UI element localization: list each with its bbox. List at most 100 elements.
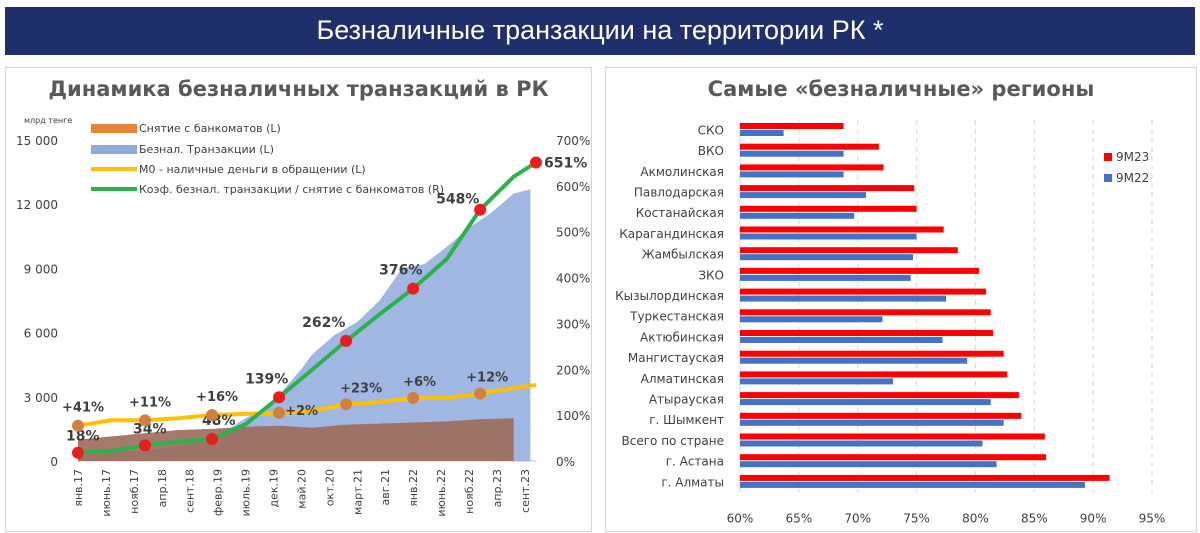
ratio-annotation-label: 376%: [379, 263, 422, 279]
x-tick-label: дек.19: [267, 469, 280, 508]
right-chart-panel: Самые «безналичные» регионы 60% 65% 70% 75%…: [605, 67, 1197, 532]
m0-marker: [72, 419, 84, 432]
x-tick-label: сент.18: [184, 469, 197, 513]
page-title: Безналичные транзакции на территории РК …: [316, 15, 884, 45]
ratio-marker: [206, 432, 219, 445]
category-label: г. Астана: [666, 455, 724, 469]
category-label: Актюбинская: [640, 330, 724, 344]
category-label: Алматинская: [641, 372, 724, 386]
bar-9m23: [740, 433, 1045, 440]
legend-label-9m22: 9М22: [1116, 171, 1149, 185]
x-tick-label: 80%: [962, 512, 989, 526]
x-tick-label: 90%: [1080, 512, 1107, 526]
category-label: Кызылординская: [615, 289, 724, 303]
bar-9m23: [740, 309, 991, 316]
category-label: Костанайская: [636, 206, 724, 220]
y2-tick-label: 700%: [556, 134, 590, 148]
category-label: СКО: [698, 123, 724, 137]
bar-9m23: [740, 143, 879, 150]
header-banner: Безналичные транзакции на территории РК …: [5, 7, 1195, 55]
category-label: ЗКО: [698, 268, 724, 282]
y-tick-label: 6 000: [24, 327, 58, 341]
y-tick-label: 9 000: [24, 262, 58, 276]
category-label: Павлодарская: [634, 185, 724, 199]
legend-label-9m23: 9М23: [1116, 150, 1149, 164]
bar-9m22: [740, 316, 883, 323]
x-tick-label: июнь.22: [435, 469, 448, 517]
ratio-marker: [139, 439, 152, 452]
ratio-marker: [407, 282, 420, 295]
legend-swatch-9m22: [1104, 174, 1112, 182]
x-tick-label: май.20: [295, 469, 308, 509]
ratio-marker: [273, 391, 286, 404]
m0-annotation-label: +41%: [62, 401, 104, 416]
m0-annotation-label: +16%: [196, 390, 238, 405]
legend-swatch: [91, 124, 137, 133]
atm-withdrawals-area: [78, 418, 514, 461]
ratio-annotation-label: 651%: [544, 155, 587, 171]
bar-9m22: [740, 481, 1085, 488]
bar-9m22: [740, 378, 894, 385]
x-tick-label: март.21: [351, 469, 364, 515]
ratio-marker: [530, 156, 542, 169]
ratio-line: [77, 160, 538, 455]
y2-tick-label: 100%: [556, 409, 590, 423]
regions-bar-chart: 60% 65% 70% 75% 80% 85% 90% 95% СКО ВКО Акмолинска…: [615, 120, 1165, 526]
bar-9m23: [740, 392, 1019, 399]
x-tick-label: июль.19: [240, 469, 253, 516]
m0-annotation-label: +6%: [403, 375, 436, 390]
m0-marker: [273, 406, 286, 419]
x-tick-label: нояб.22: [463, 469, 476, 514]
m0-annotation-label: +23%: [340, 381, 382, 396]
ratio-marker: [474, 203, 487, 216]
y-tick-label: 12 000: [16, 198, 58, 212]
y2-tick-label: 300%: [556, 317, 590, 331]
m0-marker: [340, 398, 353, 411]
y2-tick-label: 600%: [556, 180, 590, 194]
bar-9m22: [740, 130, 784, 136]
cashless-transactions-area: [78, 189, 531, 461]
m0-cash-line: [77, 383, 537, 428]
category-label: ВКО: [698, 144, 724, 158]
x-tick-label: 75%: [903, 512, 930, 526]
y-tick-label: 0: [50, 455, 58, 469]
legend-label: М0 - наличные деньги в обращении (L): [139, 163, 366, 176]
bar-9m22: [740, 419, 1004, 426]
category-label: г. Алматы: [661, 475, 724, 489]
x-tick-label: окт.20: [323, 469, 336, 506]
m0-marker: [407, 391, 420, 404]
m0-marker: [139, 414, 152, 427]
category-label: Мангистауская: [628, 351, 724, 365]
left-chart-title: Динамика безналичных транзакций в РК: [48, 77, 549, 101]
bar-9m23: [740, 474, 1110, 481]
ratio-marker: [72, 446, 84, 459]
legend-label: Безнал. Транзакции (L): [139, 143, 274, 156]
y2-tick-label: 400%: [556, 272, 590, 286]
ratio-annotation-label: 262%: [302, 315, 345, 331]
x-tick-label: авг.21: [379, 469, 392, 506]
x-tick-label: июнь.17: [100, 469, 113, 517]
bar-9m22: [740, 192, 866, 199]
bar-9m23: [740, 267, 979, 274]
bar-9m23: [740, 164, 884, 171]
category-label: г. Шымкент: [649, 413, 724, 427]
bar-9m22: [740, 461, 997, 468]
category-label: Акмолинская: [640, 165, 724, 179]
ratio-annotation-label: 34%: [133, 421, 167, 437]
y-axis-unit-label: млрд тенге: [24, 116, 72, 125]
y2-tick-label: 0%: [556, 455, 575, 469]
bar-9m23: [740, 123, 844, 129]
x-tick-label: 70%: [844, 512, 871, 526]
right-chart-title: Самые «безналичные» регионы: [707, 77, 1095, 101]
m0-annotation-label: +11%: [129, 395, 171, 410]
category-label: Всего по стране: [622, 434, 724, 448]
ratio-marker: [340, 334, 353, 347]
x-tick-label: февр.19: [212, 469, 225, 516]
bar-9m23: [740, 226, 944, 233]
m0-annotation-label: +2%: [285, 404, 318, 419]
category-label: Туркестанская: [629, 310, 724, 324]
bar-9m22: [740, 212, 855, 219]
bar-9m23: [740, 330, 994, 336]
bar-9m22: [740, 357, 968, 364]
m0-marker: [474, 387, 487, 400]
